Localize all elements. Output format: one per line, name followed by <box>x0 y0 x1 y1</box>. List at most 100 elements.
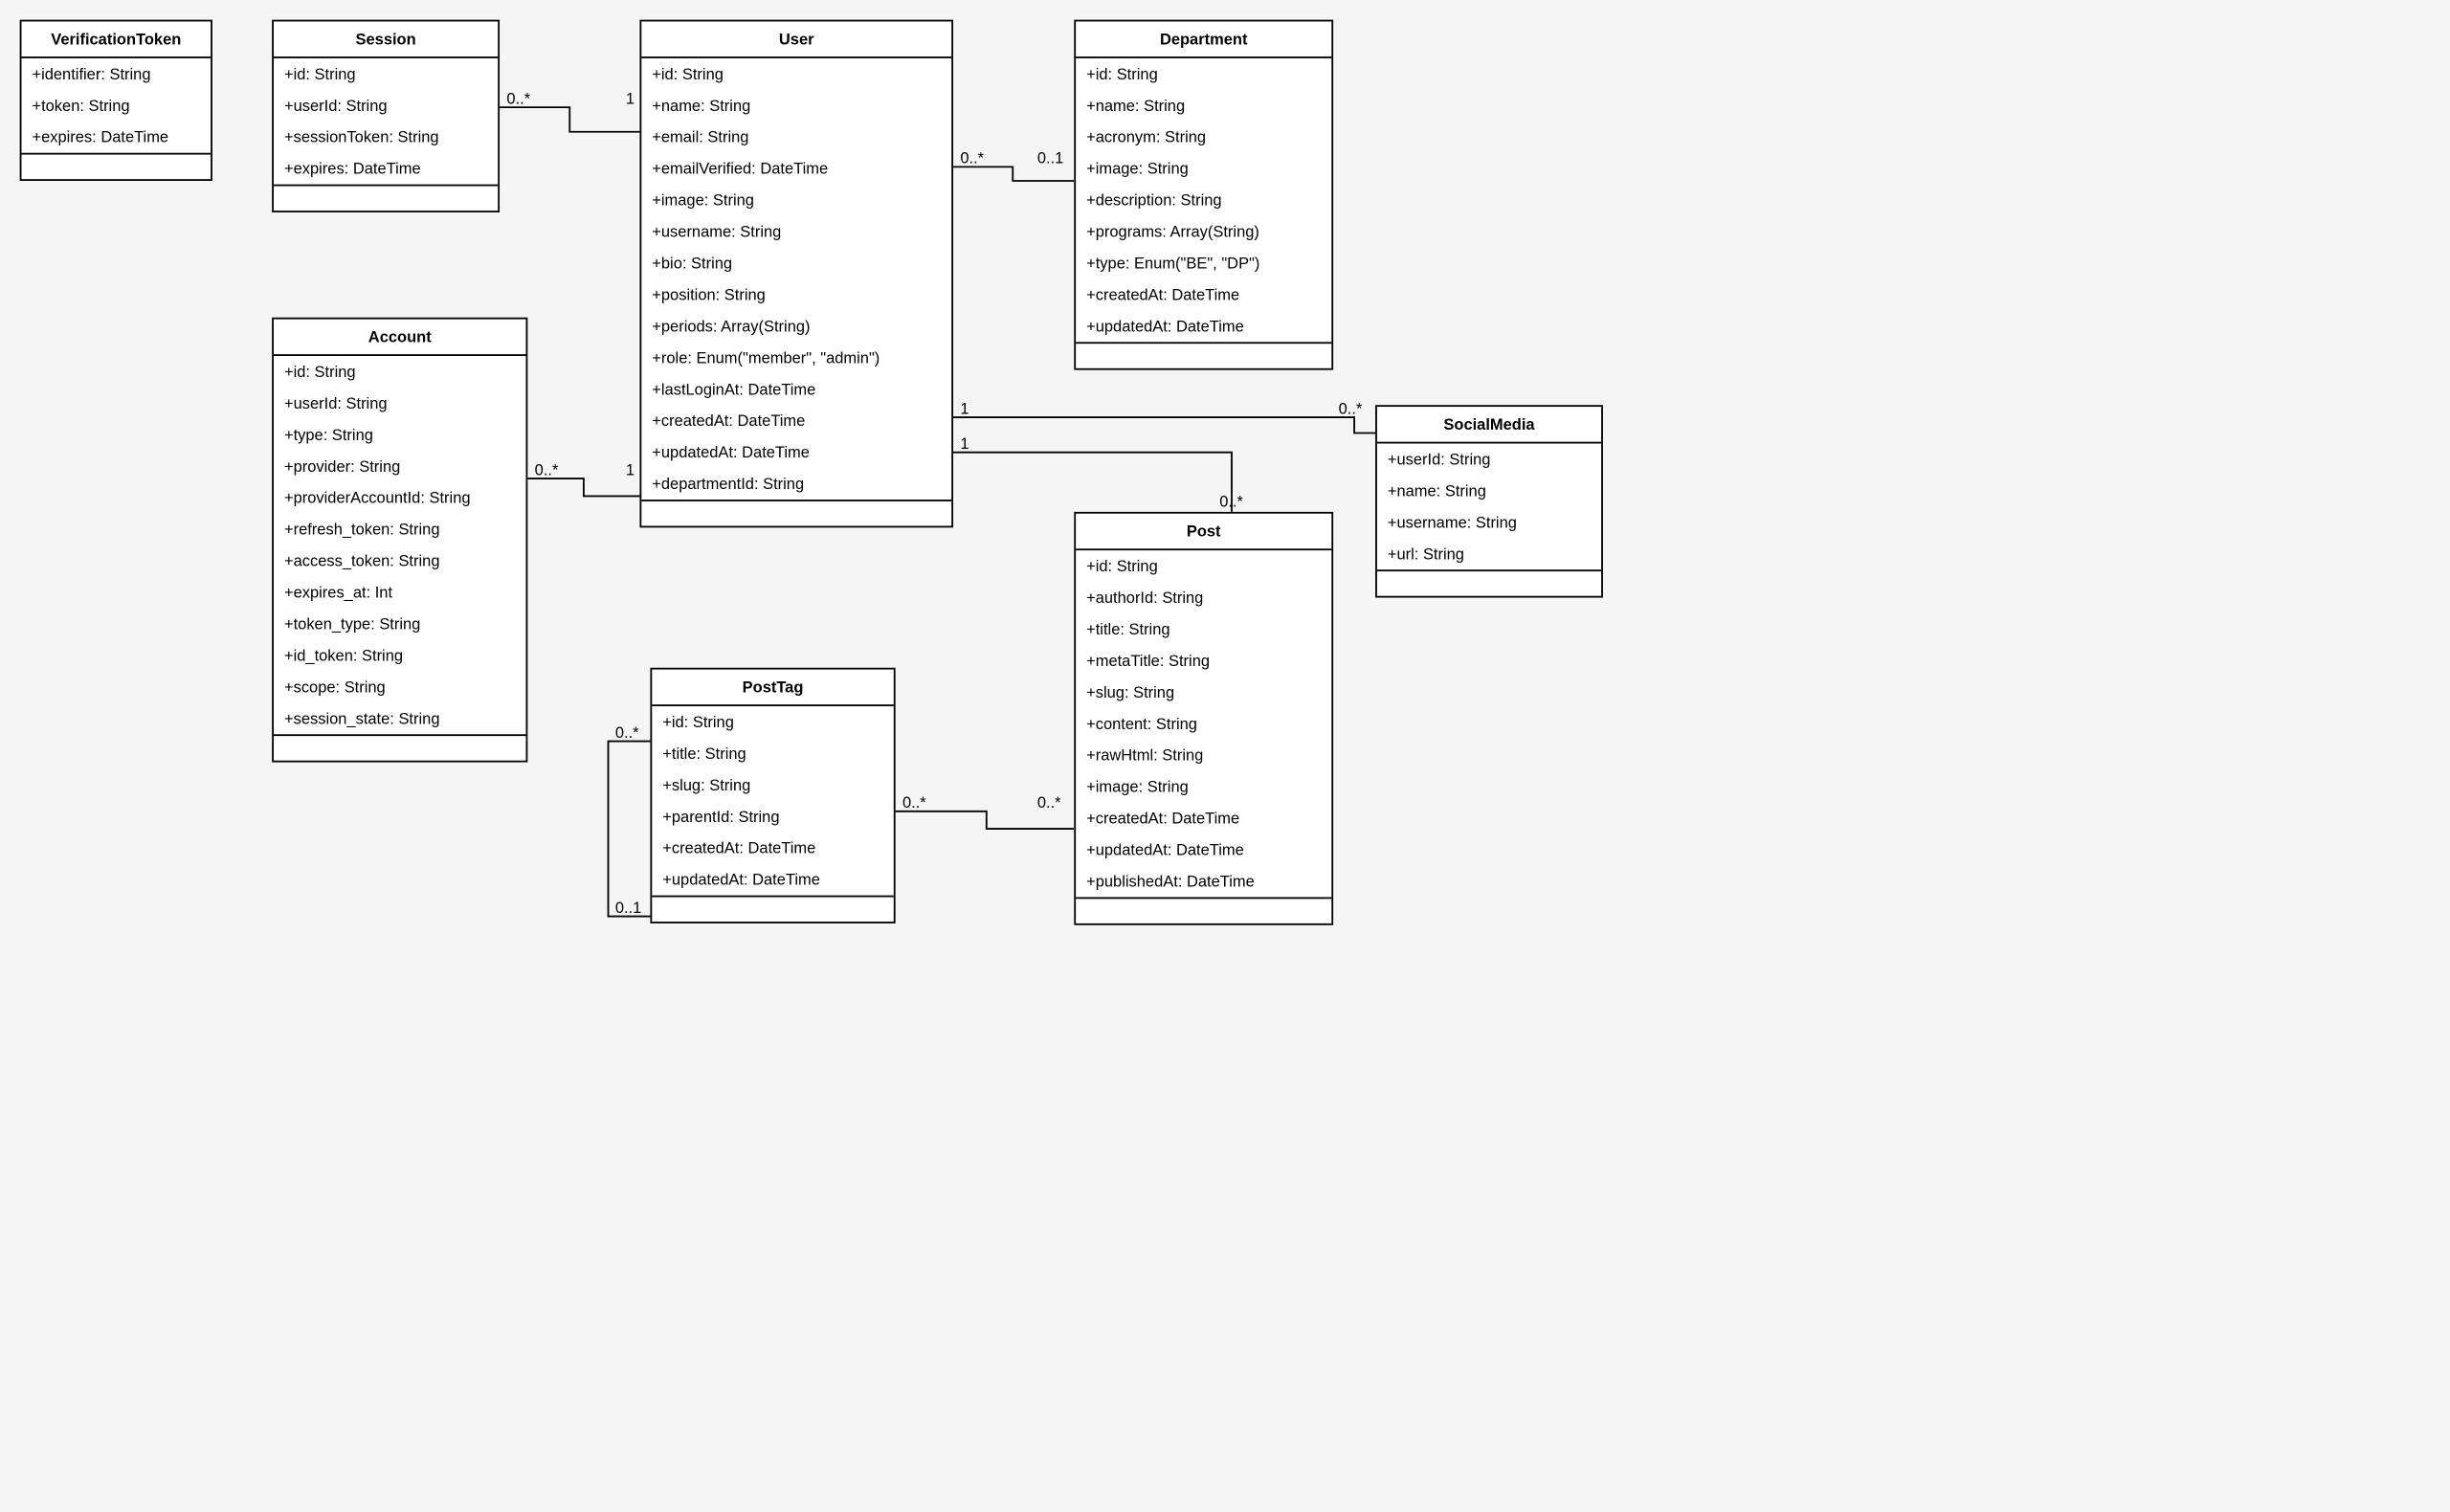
entity-attr: +updatedAt: DateTime <box>652 864 894 896</box>
entity-footer <box>274 736 526 761</box>
entity-attr: +providerAccountId: String <box>274 482 526 514</box>
entity-attr: +scope: String <box>274 671 526 702</box>
cardinality-label: 0..1 <box>1037 149 1063 167</box>
cardinality-label: 1 <box>626 461 635 478</box>
cardinality-label: 1 <box>626 90 635 107</box>
entity-department: Department +id: String +name: String +ac… <box>1074 20 1333 370</box>
entity-attr: +metaTitle: String <box>1076 645 1331 677</box>
entity-attr: +username: String <box>641 216 951 248</box>
entity-attr: +access_token: String <box>274 545 526 577</box>
entity-attr: +id: String <box>274 356 526 388</box>
entity-attr: +expires: DateTime <box>21 122 211 153</box>
cardinality-label: 1 <box>960 400 969 417</box>
entity-footer <box>1076 899 1331 923</box>
cardinality-label: 0..* <box>960 149 984 167</box>
entity-attr: +id: String <box>274 58 498 90</box>
entity-attrs: +id: String +userId: String +sessionToke… <box>274 58 498 187</box>
entity-attr: +id_token: String <box>274 639 526 671</box>
entity-footer <box>652 897 894 922</box>
entity-footer <box>274 186 498 211</box>
entity-attr: +name: String <box>1377 475 1601 506</box>
cardinality-label: 0..* <box>506 90 530 107</box>
entity-attr: +username: String <box>1377 506 1601 538</box>
entity-attr: +createdAt: DateTime <box>1076 803 1331 834</box>
entity-attr: +name: String <box>1076 90 1331 122</box>
entity-attr: +refresh_token: String <box>274 514 526 545</box>
entity-verificationtoken: VerificationToken +identifier: String +t… <box>20 20 212 181</box>
entity-attr: +role: Enum("member", "admin") <box>641 342 951 373</box>
entity-attr: +title: String <box>1076 613 1331 645</box>
cardinality-label: 0..* <box>902 794 926 812</box>
entity-attrs: +userId: String +name: String +username:… <box>1377 444 1601 572</box>
cardinality-label: 0..* <box>615 723 639 741</box>
entity-attr: +id: String <box>1076 58 1331 90</box>
entity-attr: +departmentId: String <box>641 468 951 500</box>
entity-attr: +parentId: String <box>652 801 894 833</box>
entity-attr: +session_state: String <box>274 702 526 734</box>
entity-attr: +token_type: String <box>274 609 526 640</box>
entity-attr: +token: String <box>21 90 211 122</box>
entity-attr: +expires: DateTime <box>274 153 498 185</box>
entity-attr: +programs: Array(String) <box>1076 216 1331 248</box>
entity-attr: +userId: String <box>274 90 498 122</box>
entity-title: Session <box>274 21 498 57</box>
entity-attr: +name: String <box>641 90 951 122</box>
entity-footer <box>1076 344 1331 368</box>
entity-attrs: +id: String +name: String +acronym: Stri… <box>1076 58 1331 344</box>
entity-post: Post +id: String +authorId: String +titl… <box>1074 512 1333 925</box>
entity-attr: +type: Enum("BE", "DP") <box>1076 248 1331 279</box>
cardinality-label: 0..* <box>535 461 559 478</box>
entity-attr: +updatedAt: DateTime <box>1076 834 1331 866</box>
entity-attr: +slug: String <box>1076 677 1331 708</box>
entity-attr: +rawHtml: String <box>1076 740 1331 771</box>
cardinality-label: 0..1 <box>615 899 641 916</box>
entity-attr: +email: String <box>641 122 951 153</box>
entity-title: PostTag <box>652 670 894 706</box>
entity-attr: +provider: String <box>274 451 526 482</box>
uml-diagram: VerificationToken +identifier: String +t… <box>6 6 2449 1512</box>
cardinality-label: 0..* <box>1037 794 1061 812</box>
entity-user: User +id: String +name: String +email: S… <box>639 20 953 528</box>
entity-attr: +publishedAt: DateTime <box>1076 866 1331 898</box>
entity-attrs: +identifier: String +token: String +expi… <box>21 58 211 155</box>
entity-attr: +bio: String <box>641 248 951 279</box>
entity-attr: +position: String <box>641 278 951 310</box>
entity-attr: +content: String <box>1076 708 1331 740</box>
entity-footer <box>1377 571 1601 596</box>
entity-title: SocialMedia <box>1377 407 1601 443</box>
entity-attr: +slug: String <box>652 769 894 801</box>
entity-attr: +title: String <box>652 738 894 769</box>
entity-session: Session +id: String +userId: String +ses… <box>272 20 500 212</box>
entity-attr: +emailVerified: DateTime <box>641 153 951 185</box>
entity-title: User <box>641 21 951 57</box>
entity-attr: +updatedAt: DateTime <box>641 436 951 468</box>
cardinality-label: 1 <box>960 434 969 452</box>
entity-footer <box>21 155 211 180</box>
entity-title: Account <box>274 320 526 356</box>
entity-attrs: +id: String +userId: String +type: Strin… <box>274 356 526 736</box>
entity-attr: +createdAt: DateTime <box>641 405 951 436</box>
entity-attr: +acronym: String <box>1076 122 1331 153</box>
entity-attr: +authorId: String <box>1076 582 1331 613</box>
entity-title: Department <box>1076 21 1331 57</box>
entity-attr: +lastLoginAt: DateTime <box>641 373 951 405</box>
entity-attr: +description: String <box>1076 185 1331 216</box>
entity-title: VerificationToken <box>21 21 211 57</box>
entity-attr: +image: String <box>1076 153 1331 185</box>
cardinality-label: 0..* <box>1339 400 1363 417</box>
entity-attr: +image: String <box>1076 771 1331 803</box>
entity-attr: +id: String <box>1076 550 1331 582</box>
entity-attr: +identifier: String <box>21 58 211 90</box>
entity-attr: +userId: String <box>1377 444 1601 476</box>
entity-attrs: +id: String +name: String +email: String… <box>641 58 951 501</box>
entity-socialmedia: SocialMedia +userId: String +name: Strin… <box>1375 405 1603 597</box>
entity-attr: +url: String <box>1377 538 1601 569</box>
entity-attr: +userId: String <box>274 388 526 419</box>
entity-attr: +expires_at: Int <box>274 577 526 609</box>
entity-attr: +image: String <box>641 185 951 216</box>
entity-attrs: +id: String +authorId: String +title: St… <box>1076 550 1331 899</box>
entity-attr: +sessionToken: String <box>274 122 498 153</box>
entity-attr: +id: String <box>652 706 894 738</box>
entity-attr: +updatedAt: DateTime <box>1076 310 1331 342</box>
entity-attr: +id: String <box>641 58 951 90</box>
